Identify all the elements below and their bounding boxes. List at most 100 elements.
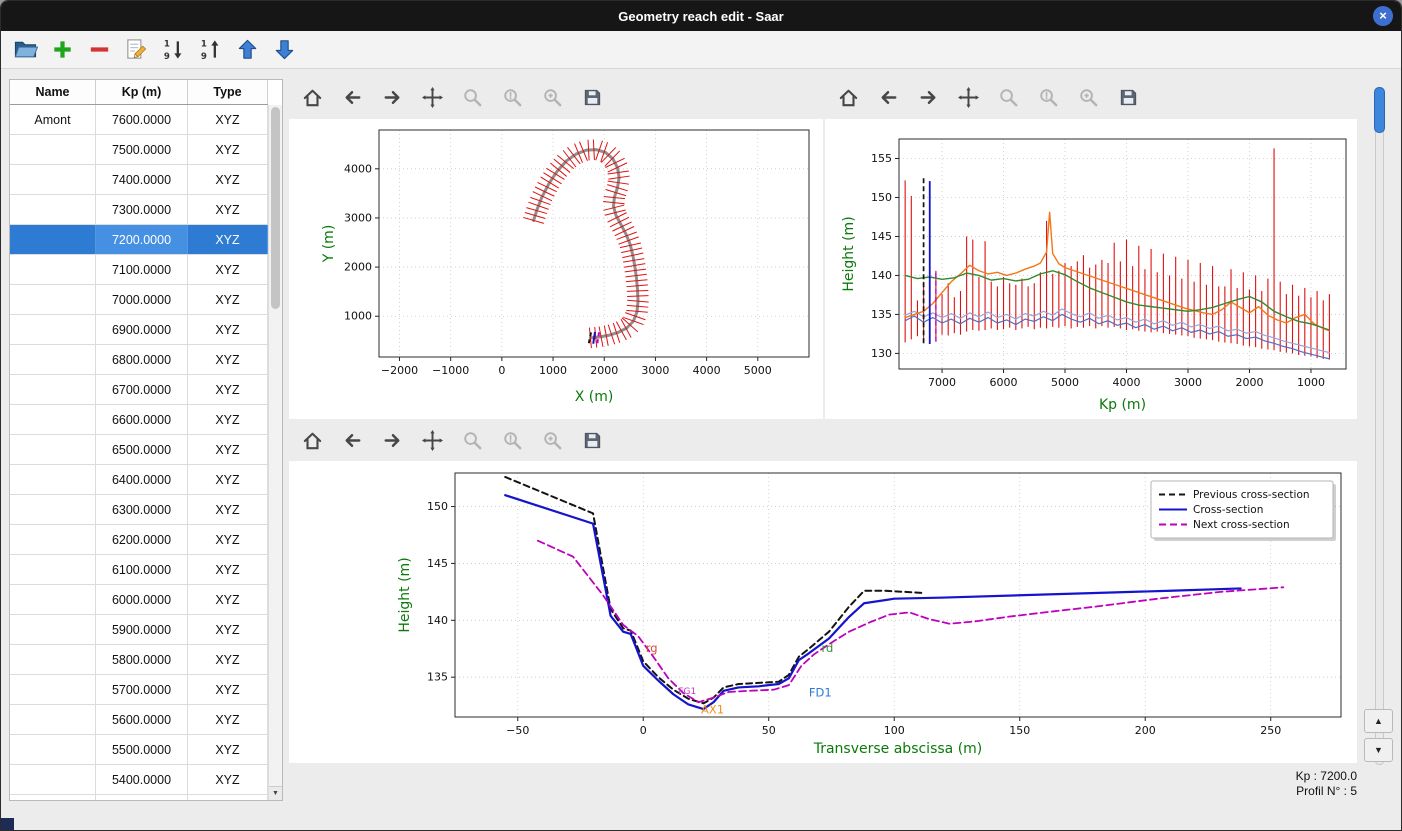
table-row[interactable]: 7500.0000 XYZ	[10, 135, 268, 165]
back-button[interactable]	[337, 425, 367, 455]
svg-text:Cross-section: Cross-section	[1193, 504, 1263, 516]
home-button[interactable]	[833, 82, 863, 112]
move-up-button[interactable]	[233, 35, 262, 64]
cell-kp: 6500.0000	[96, 435, 188, 464]
scroll-up-button[interactable]: ▲	[1364, 709, 1393, 733]
cell-kp: 5700.0000	[96, 675, 188, 704]
zoom-area-button[interactable]	[537, 82, 567, 112]
forward-button[interactable]	[377, 82, 407, 112]
pan-button[interactable]	[953, 82, 983, 112]
move-up-icon	[238, 39, 257, 59]
zoom-button[interactable]	[993, 82, 1023, 112]
zoom-original-button[interactable]	[497, 82, 527, 112]
zoom-button[interactable]	[457, 82, 487, 112]
add-button[interactable]	[48, 35, 77, 64]
back-icon	[345, 90, 360, 104]
back-button[interactable]	[873, 82, 903, 112]
table-row[interactable]: 7400.0000 XYZ	[10, 165, 268, 195]
svg-text:1: 1	[201, 40, 207, 50]
svg-text:1000: 1000	[1297, 376, 1325, 389]
svg-text:1000: 1000	[344, 310, 372, 323]
table-row[interactable]: 6000.0000 XYZ	[10, 585, 268, 615]
table-row[interactable]: Amont 7600.0000 XYZ	[10, 105, 268, 135]
move-down-button[interactable]	[270, 35, 299, 64]
zoom-area-button[interactable]	[1073, 82, 1103, 112]
titlebar[interactable]: Geometry reach edit - Saar ×	[1, 1, 1401, 31]
cell-name	[10, 405, 96, 434]
column-header-type[interactable]: Type	[188, 80, 268, 104]
cell-type: XYZ	[188, 285, 268, 314]
table-row[interactable]: 7300.0000 XYZ	[10, 195, 268, 225]
zoom-original-button[interactable]	[497, 425, 527, 455]
view-scrollbar[interactable]	[1375, 89, 1384, 765]
forward-button[interactable]	[377, 425, 407, 455]
table-row[interactable]: 5700.0000 XYZ	[10, 675, 268, 705]
table-row[interactable]: 5600.0000 XYZ	[10, 705, 268, 735]
save-button[interactable]	[577, 82, 607, 112]
column-header-kp[interactable]: Kp (m)	[96, 80, 188, 104]
remove-button[interactable]	[85, 35, 114, 64]
sort-descending-icon: 19	[201, 40, 219, 62]
table-row[interactable]: 5500.0000 XYZ	[10, 735, 268, 765]
scroll-down-button[interactable]: ▼	[1364, 738, 1393, 762]
back-button[interactable]	[337, 82, 367, 112]
pan-button[interactable]	[417, 425, 447, 455]
svg-text:140: 140	[427, 614, 448, 627]
table-row[interactable]: 6500.0000 XYZ	[10, 435, 268, 465]
svg-text:Height (m): Height (m)	[841, 216, 857, 291]
view-scrollbar-thumb[interactable]	[1374, 87, 1385, 133]
column-header-name[interactable]: Name	[10, 80, 96, 104]
svg-text:130: 130	[871, 347, 892, 360]
zoom-area-button[interactable]	[537, 425, 567, 455]
table-row[interactable]: 6200.0000 XYZ	[10, 525, 268, 555]
zoom-button[interactable]	[457, 425, 487, 455]
save-button[interactable]	[1113, 82, 1143, 112]
table-row[interactable]: 5400.0000 XYZ	[10, 765, 268, 795]
long-profile-plot[interactable]: 7000 6000 5000 4000 3000 2000 1000 130 135 140 145…	[825, 119, 1357, 419]
edit-button[interactable]	[122, 35, 151, 64]
plan-view-plot[interactable]: −2000 −1000 0 1000 2000 3000 4000 5000 1000 2000 3…	[289, 119, 823, 419]
table-row[interactable]: 7100.0000 XYZ	[10, 255, 268, 285]
table-row[interactable]: 6700.0000 XYZ	[10, 375, 268, 405]
cell-name	[10, 375, 96, 404]
save-button[interactable]	[577, 425, 607, 455]
home-button[interactable]	[297, 425, 327, 455]
table-row[interactable]: 6900.0000 XYZ	[10, 315, 268, 345]
svg-text:5000: 5000	[744, 364, 772, 377]
svg-text:135: 135	[427, 671, 448, 684]
home-button[interactable]	[297, 82, 327, 112]
table-row[interactable]: 5800.0000 XYZ	[10, 645, 268, 675]
save-icon	[584, 89, 600, 105]
table-row[interactable]: 6100.0000 XYZ	[10, 555, 268, 585]
svg-text:200: 200	[1135, 724, 1156, 737]
pan-button[interactable]	[417, 82, 447, 112]
pan-icon	[957, 86, 979, 108]
table-scroll-down-button[interactable]: ▼	[269, 786, 282, 800]
table-scrollbar[interactable]: ▼	[268, 105, 282, 800]
forward-button[interactable]	[913, 82, 943, 112]
cell-type: XYZ	[188, 165, 268, 194]
table-row[interactable]: 6800.0000 XYZ	[10, 345, 268, 375]
table-row[interactable]: 7000.0000 XYZ	[10, 285, 268, 315]
table-row[interactable]: 7200.0000 XYZ	[10, 225, 268, 255]
close-button[interactable]: ×	[1373, 6, 1393, 26]
cross-section-toolbar	[297, 425, 607, 455]
open-folder-button[interactable]	[11, 35, 40, 64]
table-row[interactable]: 6600.0000 XYZ	[10, 405, 268, 435]
table-scrollbar-thumb[interactable]	[271, 107, 280, 309]
zoom-icon	[999, 88, 1017, 106]
cross-section-plot[interactable]: −50 0 50 100 150 200 250 135 140 145 150 rg rd FD1 FG1…	[289, 461, 1357, 763]
cell-kp: 6400.0000	[96, 465, 188, 494]
pan-icon	[421, 429, 443, 451]
cell-name	[10, 315, 96, 344]
table-row[interactable]: 6400.0000 XYZ	[10, 465, 268, 495]
zoom-original-button[interactable]	[1033, 82, 1063, 112]
svg-text:AX1: AX1	[701, 703, 724, 717]
forward-icon	[384, 90, 399, 104]
table-row[interactable]: 6300.0000 XYZ	[10, 495, 268, 525]
table-row[interactable]: 5900.0000 XYZ	[10, 615, 268, 645]
